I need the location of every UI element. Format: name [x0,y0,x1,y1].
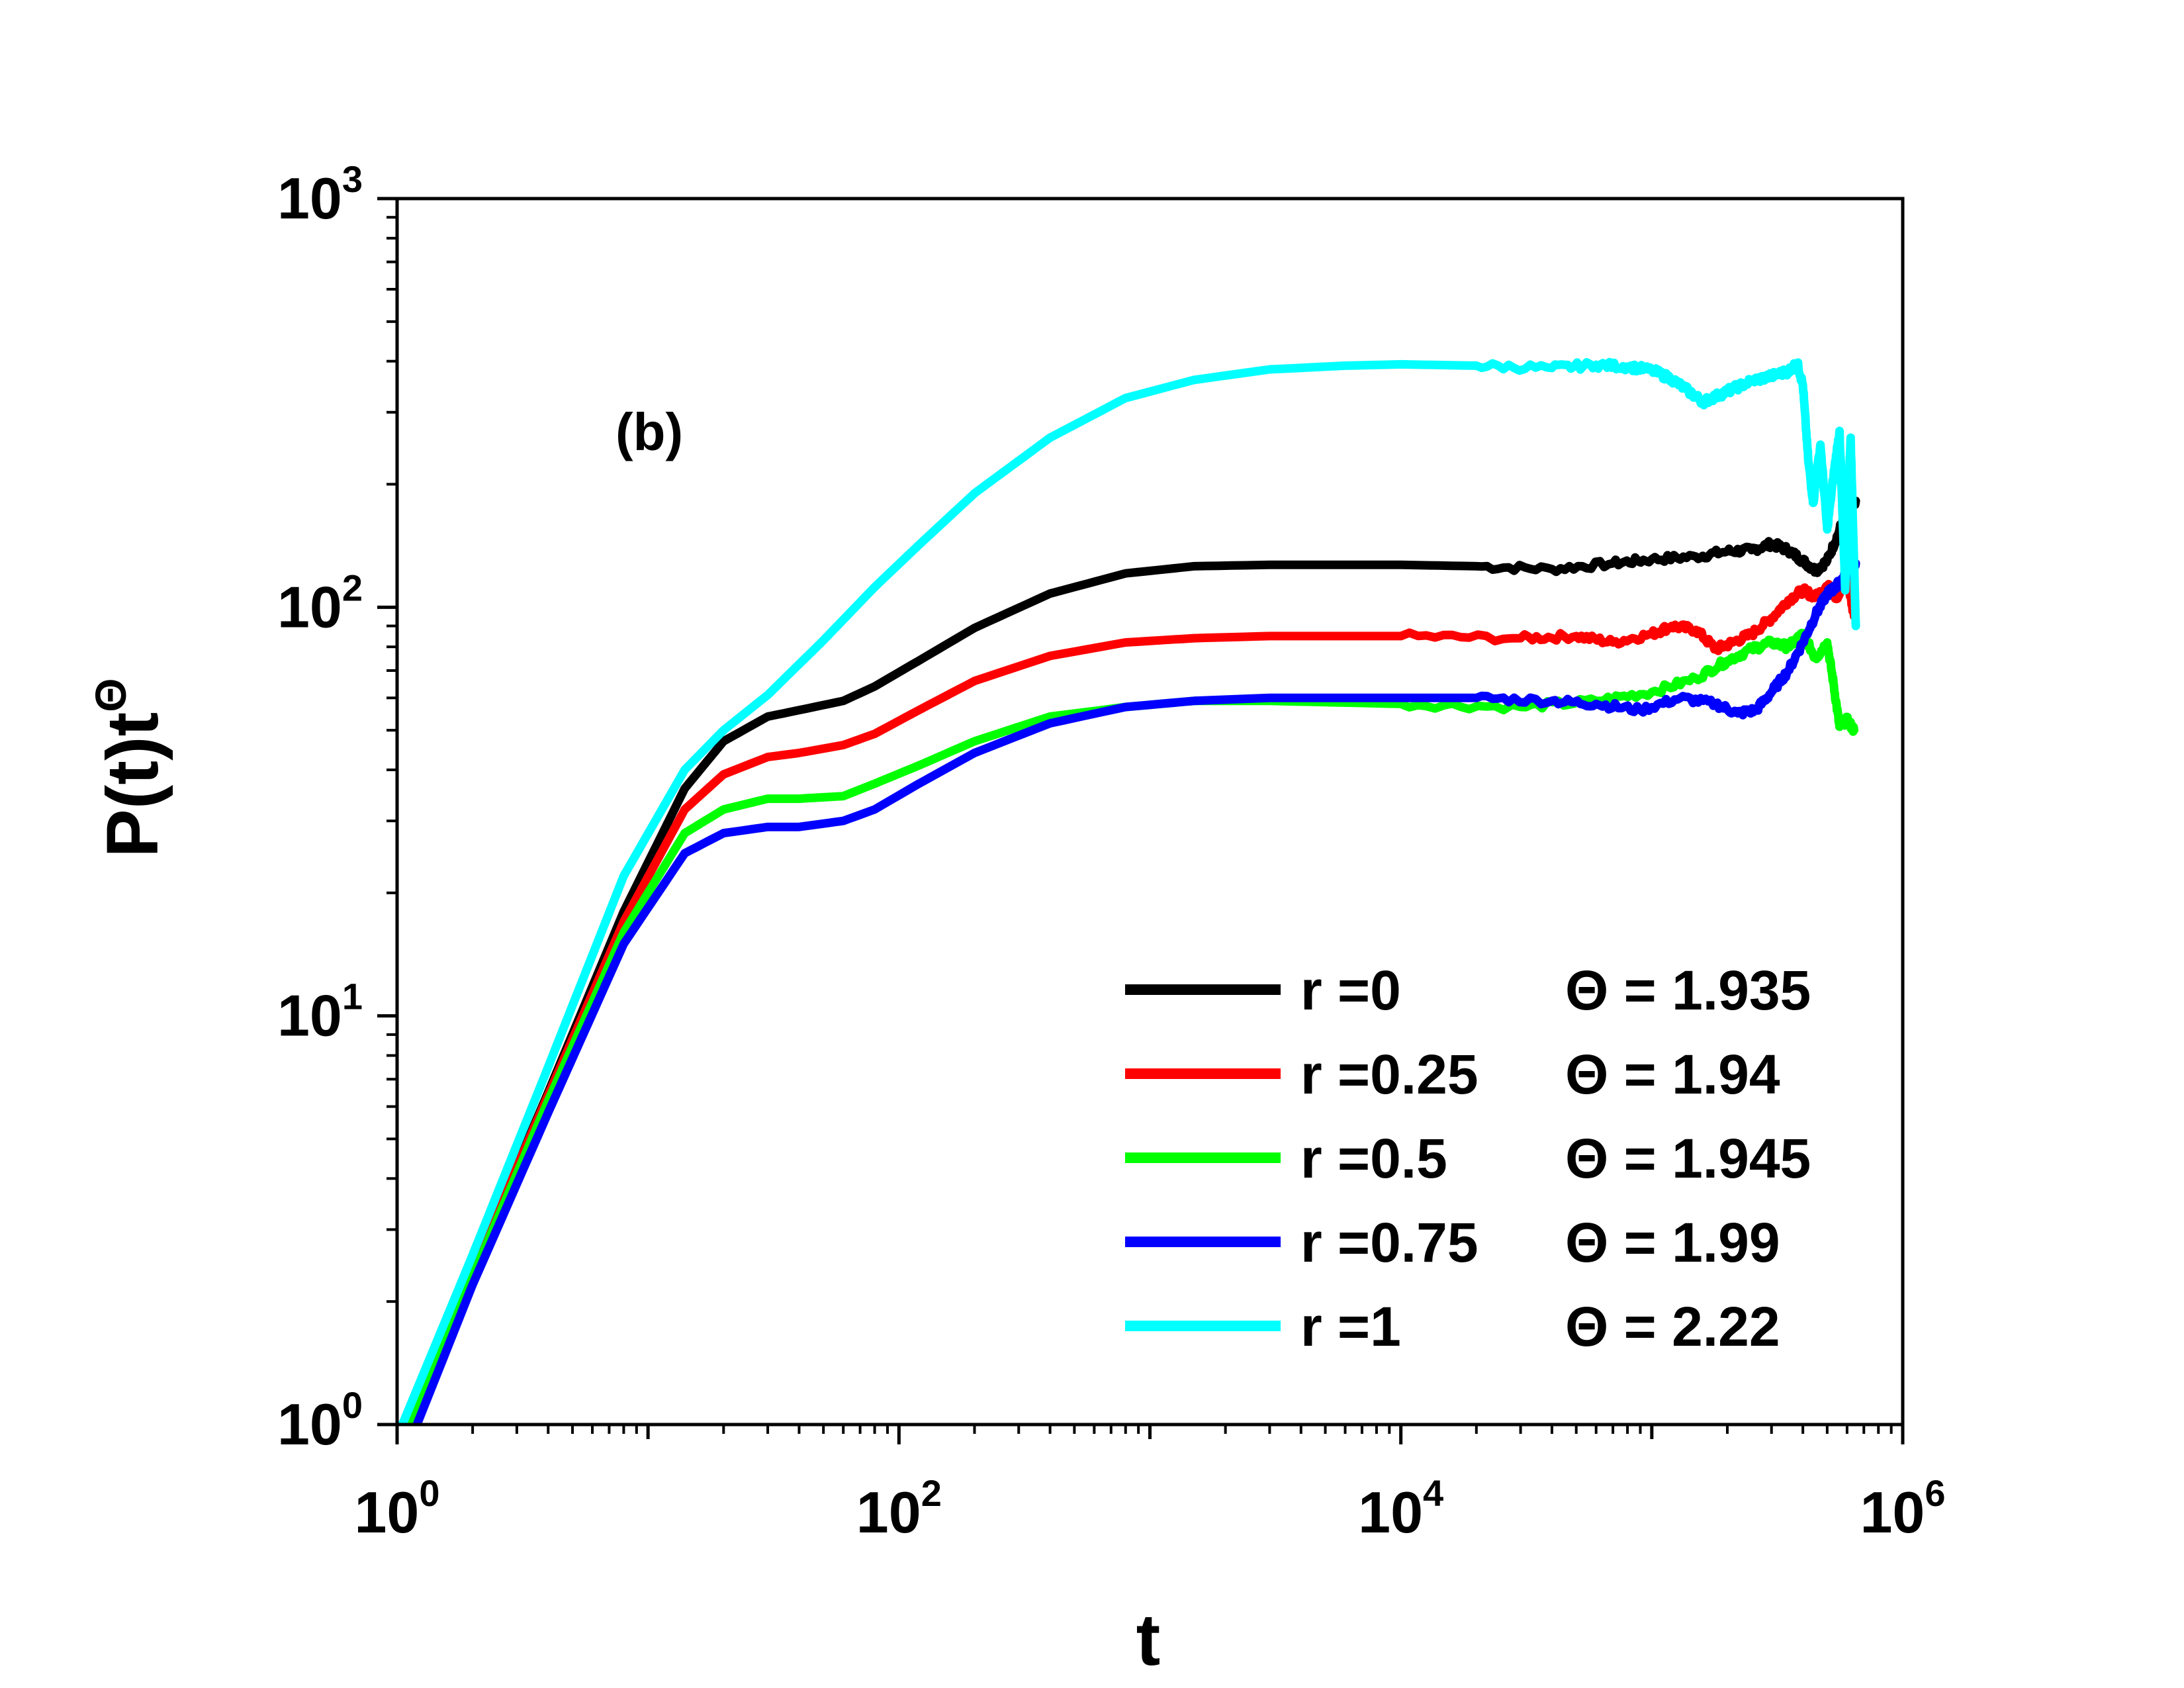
legend-label-2: r =0.5 [1300,1127,1447,1190]
labels-layer: (b) t P(t)tΘ [86,402,1160,1681]
legend-label-0: r =0 [1300,959,1401,1021]
legend-theta-1: Θ = 1.94 [1565,1043,1780,1105]
series-layer [0,357,2184,1688]
legend: r =0 Θ = 1.935 r =0.25 Θ = 1.94 r =0.5 Θ = 1.… [1125,959,1811,1358]
series-line-3 [412,557,1860,1429]
y-tick-label-2: 102 [277,567,363,639]
x-tick-label-1: 102 [856,1472,942,1545]
plot-bottom-mask [0,1426,2184,1688]
legend-label-1: r =0.25 [1300,1043,1479,1105]
svg-text:P(t)tΘ: P(t)tΘ [86,678,173,857]
legend-theta-2: Θ = 1.945 [1565,1127,1811,1190]
y-axis-title: P(t)tΘ [86,678,173,857]
x-axis-title: t [1136,1599,1161,1681]
y-axis-title-base: P(t)t [92,712,173,858]
y-tick-label-1: 101 [277,976,363,1049]
series-line-0 [403,495,1860,1429]
legend-label-4: r =1 [1300,1295,1401,1358]
x-tick-label-0: 100 [354,1472,439,1545]
legend-label-3: r =0.75 [1300,1211,1479,1274]
legend-theta-3: Θ = 1.99 [1565,1211,1780,1274]
y-tick-label-0: 100 [277,1384,363,1457]
axes-layer: 100 102 104 106 100 101 102 103 [277,158,1946,1545]
legend-theta-4: Θ = 2.22 [1565,1295,1780,1358]
series-line-1 [403,573,1858,1429]
x-tick-label-2: 104 [1358,1472,1443,1545]
legend-theta-0: Θ = 1.935 [1565,959,1811,1021]
panel-label: (b) [615,402,683,461]
y-tick-label-3: 103 [277,158,363,231]
series-line-2 [403,628,1858,1429]
series-line-4 [398,357,1860,1429]
x-tick-label-3: 106 [1860,1472,1945,1545]
y-axis-title-exponent: Θ [86,678,135,712]
